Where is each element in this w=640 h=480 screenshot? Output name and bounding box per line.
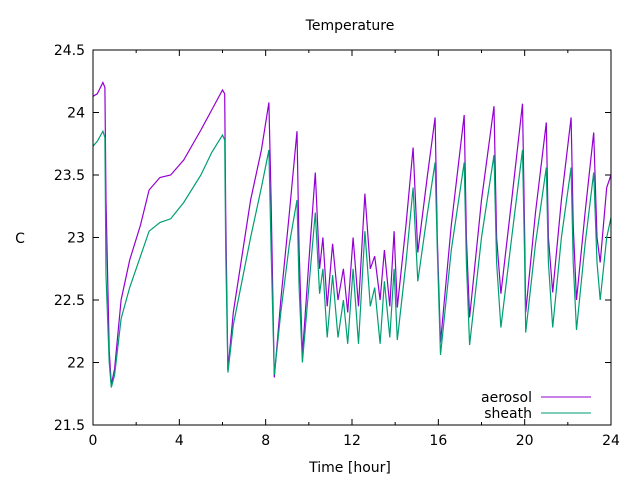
y-tick-label: 22.5 bbox=[54, 293, 85, 309]
y-tick-label: 23.5 bbox=[54, 168, 85, 184]
x-tick-label: 0 bbox=[89, 433, 98, 449]
series-line-aerosol bbox=[92, 81, 612, 386]
series-line-sheath bbox=[92, 129, 612, 388]
y-tick-label: 22 bbox=[67, 356, 85, 372]
chart-title: Temperature bbox=[305, 18, 395, 34]
x-tick-label: 12 bbox=[343, 433, 361, 449]
x-tick-label: 4 bbox=[175, 433, 184, 449]
plot-frame bbox=[92, 49, 612, 426]
series-group bbox=[92, 81, 612, 388]
x-tick-label: 24 bbox=[602, 433, 620, 449]
y-tick-label: 21.5 bbox=[54, 418, 85, 434]
y-axis-label: C bbox=[15, 231, 25, 247]
y-tick-label: 24 bbox=[67, 106, 85, 122]
x-tick-label: 8 bbox=[261, 433, 270, 449]
x-tick-label: 16 bbox=[429, 433, 447, 449]
y-tick-label: 23 bbox=[67, 231, 85, 247]
legend-label-sheath: sheath bbox=[484, 406, 532, 422]
x-axis-label: Time [hour] bbox=[308, 460, 391, 476]
axis-ticks: 0 4 8 12 16 20 24 21.5 22 22.5 23 23.5 24 24.5 bbox=[54, 43, 620, 449]
legend: aerosol sheath bbox=[481, 390, 591, 422]
legend-label-aerosol: aerosol bbox=[481, 390, 532, 406]
x-tick-label: 20 bbox=[516, 433, 534, 449]
y-tick-label: 24.5 bbox=[54, 43, 85, 59]
